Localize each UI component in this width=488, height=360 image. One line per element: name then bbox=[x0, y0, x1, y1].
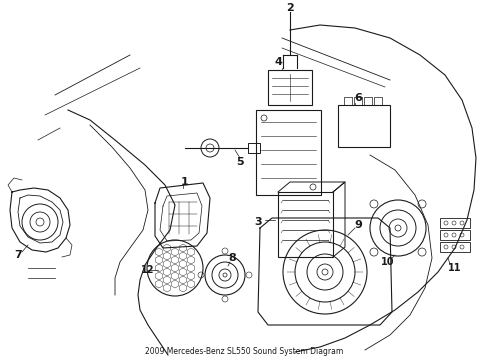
Bar bbox=[247, 143, 260, 153]
Text: 12: 12 bbox=[141, 265, 154, 275]
Bar bbox=[256, 110, 320, 195]
Text: 6: 6 bbox=[353, 93, 361, 103]
Text: 1: 1 bbox=[181, 177, 188, 187]
Bar bbox=[267, 70, 311, 105]
Text: 5: 5 bbox=[236, 157, 244, 167]
Text: 8: 8 bbox=[228, 253, 235, 263]
Text: 3: 3 bbox=[254, 217, 261, 227]
Text: 11: 11 bbox=[447, 263, 461, 273]
Text: 10: 10 bbox=[381, 257, 394, 267]
Bar bbox=[439, 230, 469, 240]
Text: 2009 Mercedes-Benz SL550 Sound System Diagram: 2009 Mercedes-Benz SL550 Sound System Di… bbox=[144, 347, 343, 356]
Bar bbox=[439, 218, 469, 228]
Text: 4: 4 bbox=[273, 57, 282, 67]
Bar bbox=[337, 105, 389, 147]
Bar bbox=[439, 242, 469, 252]
Bar bbox=[278, 192, 332, 257]
Text: 7: 7 bbox=[14, 250, 22, 260]
Text: 2: 2 bbox=[285, 3, 293, 13]
Text: 9: 9 bbox=[353, 220, 361, 230]
